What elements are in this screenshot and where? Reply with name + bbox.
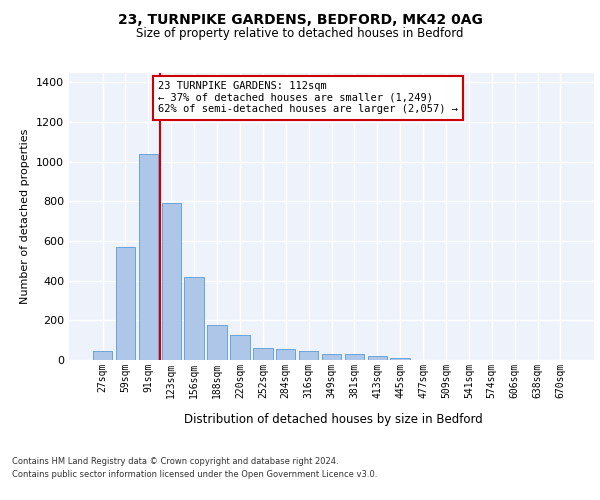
- Bar: [139, 154, 158, 360]
- Bar: [93, 351, 112, 360]
- Bar: [368, 356, 387, 360]
- Text: 23 TURNPIKE GARDENS: 112sqm
← 37% of detached houses are smaller (1,249)
62% of : 23 TURNPIKE GARDENS: 112sqm ← 37% of det…: [158, 81, 458, 114]
- Text: Size of property relative to detached houses in Bedford: Size of property relative to detached ho…: [136, 28, 464, 40]
- Bar: [299, 351, 319, 360]
- Bar: [230, 334, 250, 360]
- Text: Contains public sector information licensed under the Open Government Licence v3: Contains public sector information licen…: [12, 470, 377, 479]
- Bar: [116, 247, 135, 360]
- Bar: [344, 354, 364, 360]
- Bar: [184, 276, 204, 360]
- Bar: [208, 324, 227, 360]
- Bar: [253, 348, 272, 360]
- Bar: [161, 204, 181, 360]
- Text: Contains HM Land Registry data © Crown copyright and database right 2024.: Contains HM Land Registry data © Crown c…: [12, 458, 338, 466]
- Bar: [391, 358, 410, 360]
- Bar: [322, 354, 341, 360]
- Text: Distribution of detached houses by size in Bedford: Distribution of detached houses by size …: [184, 412, 482, 426]
- Bar: [276, 348, 295, 360]
- Y-axis label: Number of detached properties: Number of detached properties: [20, 128, 31, 304]
- Text: 23, TURNPIKE GARDENS, BEDFORD, MK42 0AG: 23, TURNPIKE GARDENS, BEDFORD, MK42 0AG: [118, 12, 482, 26]
